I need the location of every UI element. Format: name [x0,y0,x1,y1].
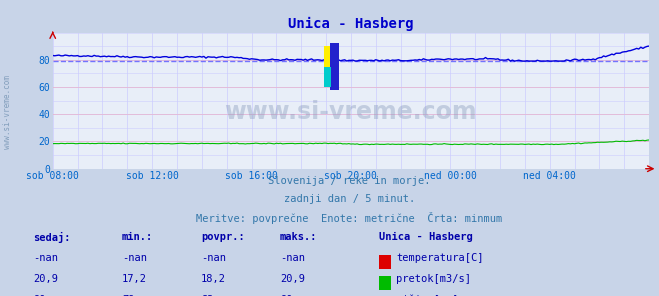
Bar [330,44,339,90]
Text: povpr.:: povpr.: [201,232,244,242]
Text: 82: 82 [201,295,214,296]
Text: Meritve: povprečne  Enote: metrične  Črta: minmum: Meritve: povprečne Enote: metrične Črta:… [196,212,502,224]
Text: maks.:: maks.: [280,232,318,242]
Text: višina[cm]: višina[cm] [396,295,459,296]
Text: 18,2: 18,2 [201,274,226,284]
Text: -nan: -nan [33,253,58,263]
Bar [324,46,331,87]
Text: zadnji dan / 5 minut.: zadnji dan / 5 minut. [283,194,415,204]
Bar [324,67,331,87]
Text: www.si-vreme.com: www.si-vreme.com [225,99,477,123]
Text: sedaj:: sedaj: [33,232,71,243]
Text: 90: 90 [280,295,293,296]
Text: pretok[m3/s]: pretok[m3/s] [396,274,471,284]
Text: 17,2: 17,2 [122,274,147,284]
Text: min.:: min.: [122,232,153,242]
Text: temperatura[C]: temperatura[C] [396,253,484,263]
Text: 20,9: 20,9 [280,274,305,284]
Text: -nan: -nan [280,253,305,263]
Text: www.si-vreme.com: www.si-vreme.com [3,75,13,149]
Text: 20,9: 20,9 [33,274,58,284]
Text: 90: 90 [33,295,45,296]
Text: -nan: -nan [122,253,147,263]
Text: Unica - Hasberg: Unica - Hasberg [379,232,473,242]
Title: Unica - Hasberg: Unica - Hasberg [288,17,414,31]
Text: -nan: -nan [201,253,226,263]
Text: 79: 79 [122,295,134,296]
Text: Slovenija / reke in morje.: Slovenija / reke in morje. [268,176,430,186]
